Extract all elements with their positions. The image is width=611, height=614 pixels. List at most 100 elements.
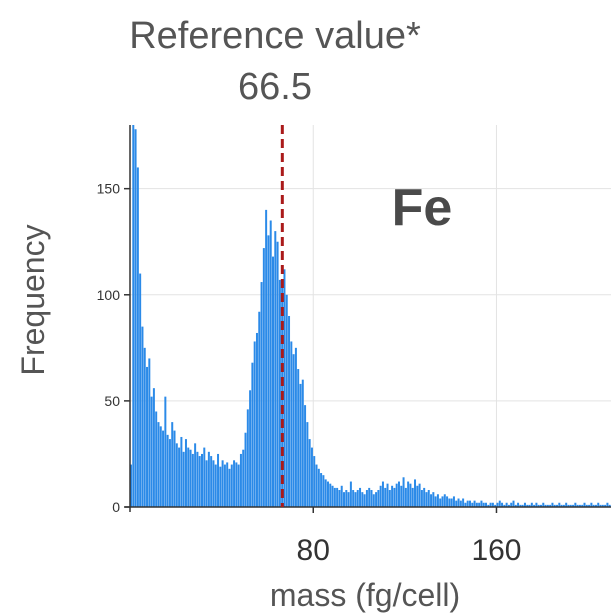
bar xyxy=(159,426,162,507)
bar xyxy=(546,504,549,507)
bar xyxy=(320,473,323,507)
bar xyxy=(184,439,187,507)
bar xyxy=(411,487,414,507)
bar xyxy=(354,492,357,507)
bar xyxy=(581,504,584,507)
bar xyxy=(157,422,160,507)
bar xyxy=(397,481,400,507)
bar xyxy=(478,502,481,507)
bar xyxy=(489,502,492,507)
bar xyxy=(152,388,155,507)
bar xyxy=(148,358,151,507)
bar xyxy=(448,498,451,507)
bar xyxy=(253,341,256,507)
bar xyxy=(455,500,458,507)
bar xyxy=(507,504,510,507)
bar xyxy=(146,366,149,507)
bar xyxy=(496,502,499,507)
bar xyxy=(255,332,258,507)
bar xyxy=(471,502,474,507)
bar xyxy=(143,347,146,507)
bar xyxy=(501,502,504,507)
chart-subtitle: 66.5 xyxy=(238,66,312,108)
bar xyxy=(578,504,581,507)
bar xyxy=(210,456,213,507)
bar xyxy=(432,492,435,507)
bar xyxy=(553,504,556,507)
bar xyxy=(262,248,265,508)
bar xyxy=(572,504,575,507)
bar xyxy=(523,502,526,507)
bar xyxy=(544,504,547,507)
x-ticks: 80 160 xyxy=(297,507,522,567)
bar xyxy=(475,502,478,507)
bar xyxy=(521,504,524,507)
bar xyxy=(585,504,588,507)
bar xyxy=(464,502,467,507)
bar xyxy=(310,447,313,507)
bar xyxy=(285,294,288,507)
bar xyxy=(452,496,455,507)
bar xyxy=(576,504,579,507)
bar xyxy=(233,460,236,507)
bar xyxy=(136,167,139,507)
bar xyxy=(409,483,412,507)
bar xyxy=(565,502,568,507)
bar xyxy=(173,430,176,507)
bar xyxy=(485,502,488,507)
bar xyxy=(466,500,469,507)
bar xyxy=(244,432,247,507)
bar xyxy=(260,282,263,507)
bar xyxy=(601,504,604,507)
bar xyxy=(221,460,224,507)
bar xyxy=(194,443,197,507)
bar xyxy=(391,485,394,507)
bar xyxy=(132,125,135,507)
bar xyxy=(276,241,279,507)
bar xyxy=(436,494,439,507)
bar xyxy=(528,504,531,507)
axes xyxy=(125,125,611,512)
bar xyxy=(418,483,421,507)
bar xyxy=(313,456,316,507)
bar xyxy=(542,502,545,507)
bar xyxy=(223,464,226,507)
bar xyxy=(288,316,291,507)
bar xyxy=(368,487,371,507)
bar xyxy=(301,379,304,507)
bar xyxy=(246,409,249,507)
bar xyxy=(306,422,309,507)
bar xyxy=(441,496,444,507)
chart-title: Reference value* xyxy=(129,15,421,57)
bar xyxy=(290,341,293,507)
bar xyxy=(491,502,494,507)
bar xyxy=(407,481,410,507)
bar xyxy=(533,504,536,507)
bar xyxy=(370,490,373,507)
bar xyxy=(191,453,194,507)
bar xyxy=(336,487,339,507)
grid-lines xyxy=(130,125,611,507)
bar xyxy=(258,311,261,507)
bar xyxy=(150,396,153,507)
bar xyxy=(329,483,332,507)
bar xyxy=(510,502,513,507)
bar xyxy=(212,460,215,507)
bar xyxy=(226,462,229,507)
bar xyxy=(189,449,192,507)
bar xyxy=(560,504,563,507)
bar xyxy=(505,502,508,507)
bar xyxy=(175,443,178,507)
bar xyxy=(365,490,368,507)
bar xyxy=(239,453,242,507)
bar xyxy=(308,439,311,507)
bar xyxy=(242,449,245,507)
bar xyxy=(562,504,565,507)
bar xyxy=(450,498,453,507)
bar xyxy=(294,347,297,507)
bar xyxy=(420,490,423,507)
bar xyxy=(214,464,217,507)
bar xyxy=(482,502,485,507)
bar xyxy=(567,504,570,507)
bar xyxy=(324,479,327,507)
